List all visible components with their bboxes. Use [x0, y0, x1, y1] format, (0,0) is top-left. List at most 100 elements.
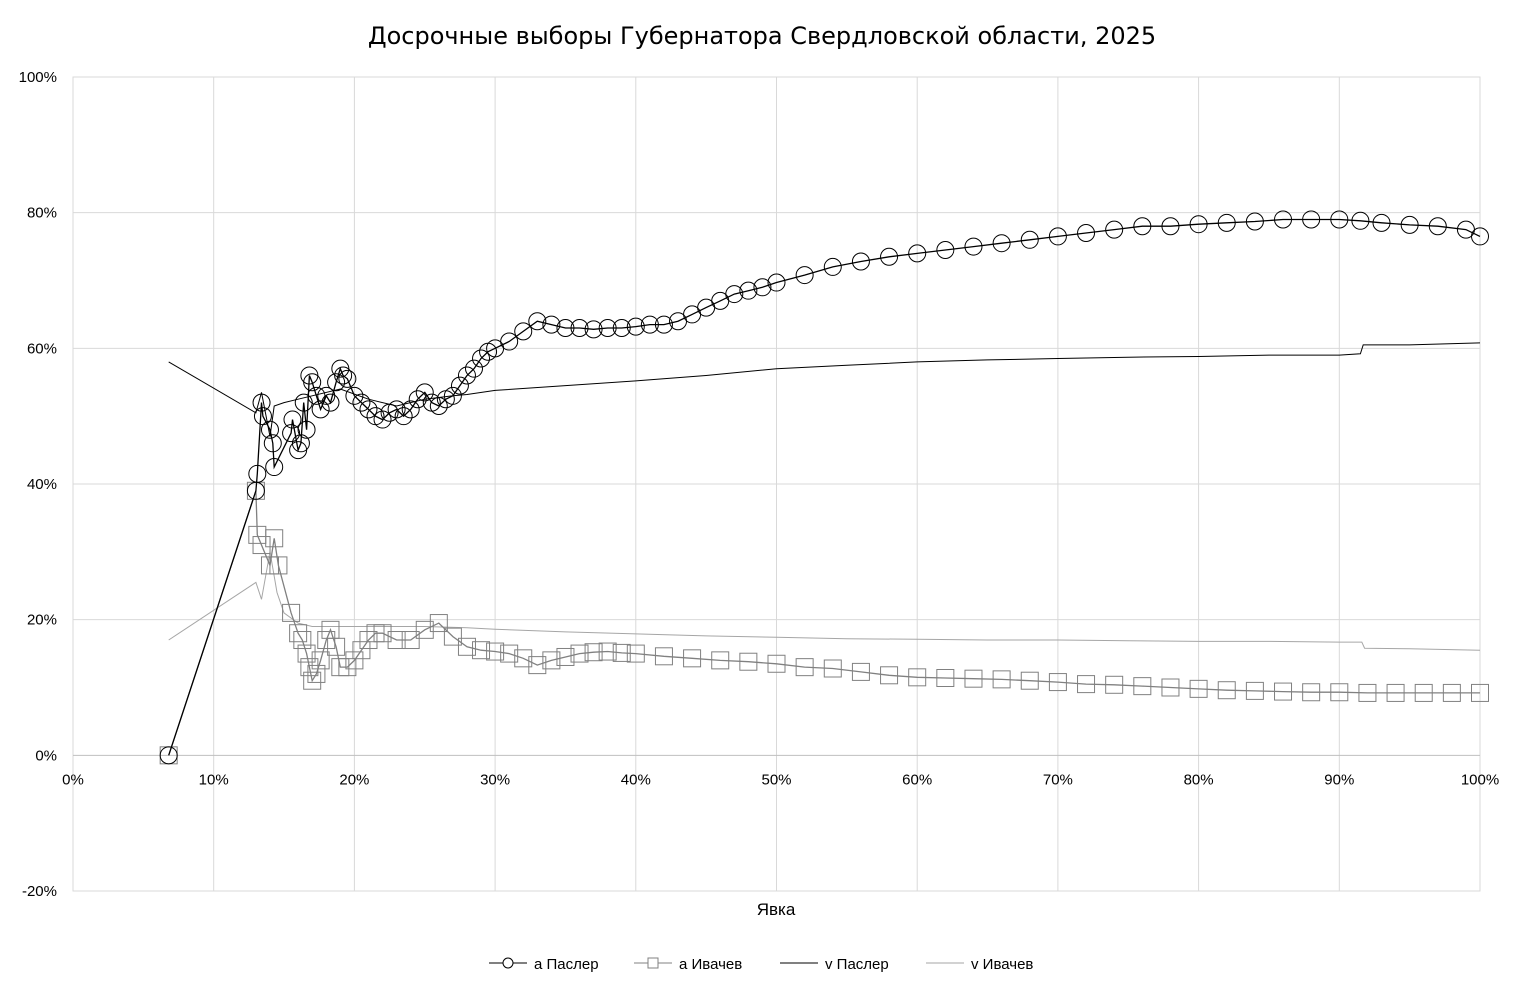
data-point	[851, 252, 870, 271]
data-point	[334, 366, 353, 385]
data-point	[767, 273, 786, 292]
data-point	[992, 234, 1011, 253]
data-point	[612, 318, 631, 337]
data-point	[1245, 681, 1264, 700]
y-tick-label: -20%	[22, 883, 57, 900]
tick-labels: 0% 10% 20% 30% 40% 50% 60% 70% 80% 90% 100% -20% 0% 2…	[19, 69, 1500, 900]
data-point	[338, 369, 357, 388]
data-point	[1020, 230, 1039, 249]
data-point	[936, 240, 955, 259]
data-point	[415, 620, 434, 639]
data-point	[640, 315, 659, 334]
data-point	[542, 315, 561, 334]
series-3	[168, 551, 1481, 651]
data-point	[373, 410, 392, 429]
data-point	[880, 247, 899, 266]
data-point	[252, 536, 271, 555]
x-tick-label: 70%	[1043, 771, 1073, 788]
data-point	[626, 644, 645, 663]
series-1	[159, 481, 1489, 765]
data-point	[282, 603, 301, 622]
data-point	[1189, 679, 1208, 698]
data-point	[297, 644, 316, 663]
data-point	[265, 458, 284, 477]
data-point	[880, 666, 899, 685]
legend-marker	[502, 957, 514, 969]
data-point	[1133, 677, 1152, 696]
data-point	[1020, 671, 1039, 690]
y-tick-label: 80%	[27, 205, 57, 222]
x-tick-label: 50%	[761, 771, 791, 788]
data-point	[823, 659, 842, 678]
data-point	[528, 656, 547, 675]
data-point	[387, 631, 406, 650]
data-point	[338, 658, 357, 677]
data-point	[394, 407, 413, 426]
data-point	[464, 359, 483, 378]
data-point	[556, 647, 575, 666]
data-point	[248, 464, 267, 483]
series-line	[168, 218, 1481, 756]
y-tick-label: 40%	[27, 476, 57, 493]
data-point	[1302, 683, 1321, 702]
data-point	[265, 529, 284, 548]
x-tick-label: 60%	[902, 771, 932, 788]
data-point	[415, 383, 434, 402]
data-point	[1358, 683, 1377, 702]
data-point	[542, 651, 561, 670]
data-point	[823, 257, 842, 276]
y-tick-label: 60%	[27, 340, 57, 357]
legend-label: v Паслер	[825, 956, 889, 973]
data-point	[387, 400, 406, 419]
data-point	[1471, 683, 1489, 702]
data-point	[1077, 675, 1096, 694]
data-point	[1077, 224, 1096, 243]
data-point	[457, 637, 476, 656]
data-point	[584, 643, 603, 662]
series-layer	[159, 210, 1489, 765]
data-point	[1372, 213, 1391, 232]
data-point	[851, 662, 870, 681]
data-point	[570, 318, 589, 337]
x-tick-label: 90%	[1324, 771, 1354, 788]
data-point	[345, 651, 364, 670]
data-point	[570, 644, 589, 663]
data-point	[500, 332, 519, 351]
data-point	[1428, 217, 1447, 236]
x-tick-label: 0%	[62, 771, 84, 788]
data-point	[303, 671, 322, 690]
series-line	[168, 342, 1481, 437]
data-point	[767, 654, 786, 673]
data-point	[472, 641, 491, 660]
data-point	[429, 614, 448, 633]
data-point	[795, 266, 814, 285]
data-point	[598, 642, 617, 661]
data-point	[1133, 217, 1152, 236]
data-point	[317, 631, 336, 650]
data-point	[654, 647, 673, 666]
data-point	[159, 746, 178, 765]
y-tick-label: 20%	[27, 612, 57, 629]
legend-marker	[647, 957, 659, 969]
data-point	[992, 670, 1011, 689]
data-point	[327, 637, 346, 656]
data-point	[556, 318, 575, 337]
y-tick-label: 0%	[35, 747, 57, 764]
x-axis-label: Явка	[757, 900, 796, 919]
data-point	[327, 373, 346, 392]
data-point	[307, 664, 326, 683]
data-point	[500, 644, 519, 663]
x-tick-label: 100%	[1461, 771, 1499, 788]
legend-item-3: v Ивачев	[926, 956, 1033, 973]
data-point	[654, 315, 673, 334]
x-tick-label: 40%	[621, 771, 651, 788]
data-point	[311, 400, 330, 419]
data-point	[321, 393, 340, 412]
data-point	[1330, 683, 1349, 702]
data-point	[311, 651, 330, 670]
grid-layer	[72, 76, 1481, 892]
data-point	[1105, 220, 1124, 239]
data-point	[1274, 210, 1293, 229]
data-point	[626, 317, 645, 336]
